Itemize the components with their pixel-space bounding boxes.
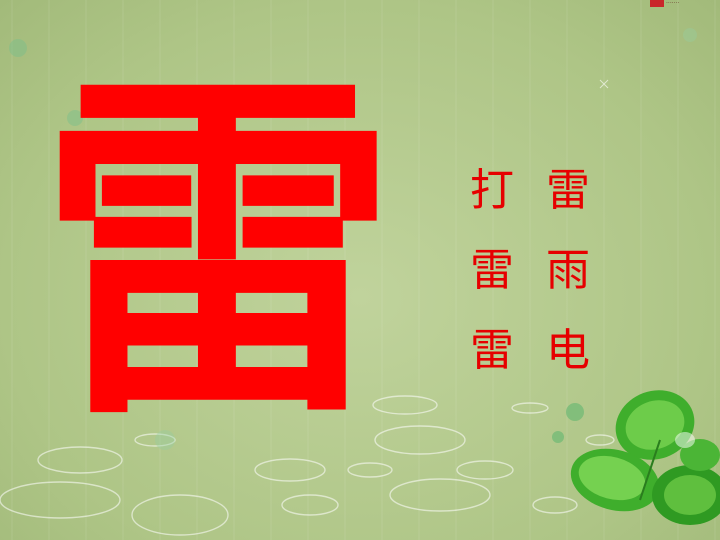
clover-leaf-icon [570,390,720,525]
word-item: 雷电 [470,325,622,376]
word-item: 打雷 [470,165,622,216]
word-list: 打雷 雷雨 雷电 [470,166,610,396]
publisher-logo: ······· [650,0,720,10]
ripple-circle-icon [0,395,615,536]
featured-character: 雷 [38,40,398,463]
logo-text: ······· [666,0,680,7]
logo-mark-icon [650,0,664,7]
word-item: 雷雨 [470,245,622,296]
sparkle-icon [9,28,697,450]
